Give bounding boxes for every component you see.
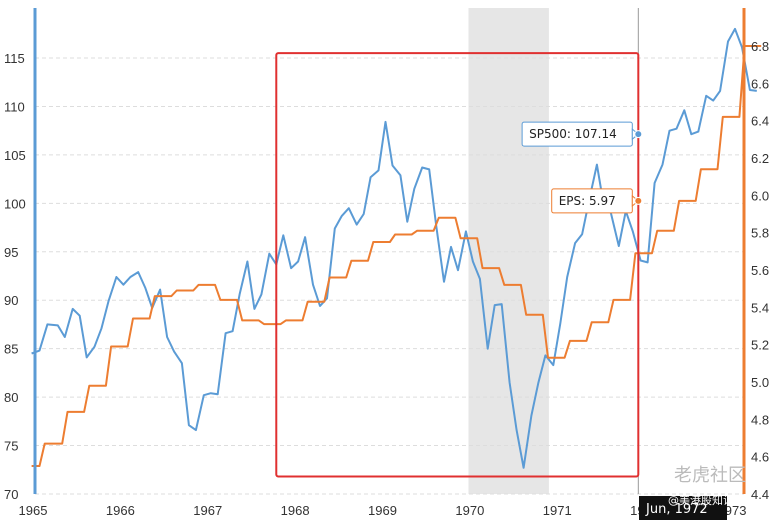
x-tick-label: 1970 (455, 503, 484, 518)
crosshair-label-layer: Jun, 1972 @美港股知识社 (639, 493, 745, 520)
left-tick-label: 100 (4, 196, 26, 211)
right-tick-label: 6.4 (751, 114, 769, 129)
crosshair-label: Jun, 1972 (645, 502, 708, 517)
right-tick-label: 6.8 (751, 39, 769, 54)
watermark-sub: @美港股知识社 (668, 493, 745, 507)
left-tick-label: 110 (4, 99, 25, 114)
x-tick-label: 1965 (19, 503, 48, 518)
right-tick-label: 5.6 (751, 263, 769, 278)
left-tick-label: 90 (4, 293, 18, 308)
right-tick-label: 4.8 (751, 412, 769, 427)
right-tick-label: 5.2 (751, 338, 769, 353)
x-tick-label: 1971 (543, 503, 572, 518)
watermark-layer: 老虎社区 (674, 465, 746, 486)
right-tick-label: 4.4 (751, 487, 769, 502)
right-tick-label: 6.2 (751, 151, 769, 166)
watermark-text: 老虎社区 (674, 465, 746, 486)
right-tick-label: 5.4 (751, 300, 769, 315)
left-tick-label: 70 (4, 487, 18, 502)
recession-band (468, 8, 549, 494)
left-tick-label: 80 (4, 390, 18, 405)
x-tick-label: 1968 (281, 503, 310, 518)
axes-layer (33, 8, 746, 494)
series-line-eps (31, 45, 762, 467)
tooltip-marker-sp500 (634, 130, 643, 139)
x-tick-label: 1969 (368, 503, 397, 518)
series-layer (31, 27, 762, 469)
series-line-sp500 (31, 27, 757, 469)
tooltip-label-sp500: SP500: 107.14 (529, 127, 617, 141)
tooltip-layer: SP500: 107.14 EPS: 5.97 (521, 121, 643, 214)
x-tick-label: 1966 (106, 503, 135, 518)
right-tick-label: 4.6 (751, 450, 769, 465)
x-tick-label: 1967 (193, 503, 222, 518)
tick-labels-layer: 70 75 80 85 90 95 100 105 110 115 4.4 4.6 4.8 5.0 5.2 5… (4, 39, 769, 518)
right-tick-label: 5.0 (751, 375, 769, 390)
right-tick-label: 6.6 (751, 76, 769, 91)
right-tick-label: 6.0 (751, 188, 769, 203)
highlight-box (275, 52, 640, 478)
right-tick-label: 5.8 (751, 226, 769, 241)
left-tick-label: 115 (4, 51, 25, 66)
left-tick-label: 85 (4, 342, 18, 357)
crosshair-label-box (639, 496, 727, 520)
left-tick-label: 95 (4, 245, 18, 260)
left-tick-label: 105 (4, 148, 26, 163)
recession-band-layer (468, 8, 549, 494)
left-tick-label: 75 (4, 439, 18, 454)
tooltip-marker-eps (634, 196, 643, 205)
highlight-box-layer (275, 52, 640, 478)
tooltip-label-eps: EPS: 5.97 (559, 194, 616, 208)
